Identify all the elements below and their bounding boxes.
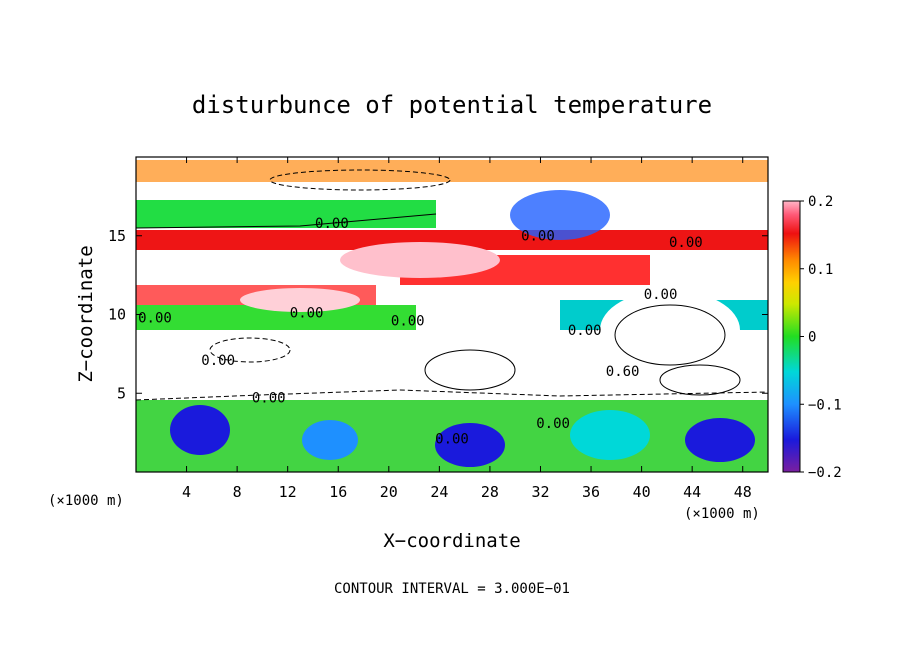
contour-label: 0.00 <box>201 353 235 369</box>
colorbar-tick-label: 0.2 <box>808 194 833 210</box>
y-tick-label: 15 <box>108 227 126 245</box>
x-tick-label: 40 <box>633 483 651 501</box>
colorbar-tick-label: −0.2 <box>808 465 842 481</box>
contour-label: 0.00 <box>536 416 570 432</box>
contour-label: 0.00 <box>252 391 286 407</box>
x-tick-label: 4 <box>182 483 191 501</box>
x-tick-label: 24 <box>430 483 448 501</box>
colorbar-ticks: 0.2 0.1 0 −0.1 −0.2 <box>800 194 842 481</box>
field-blob-5 <box>685 418 755 462</box>
x-tick-label: 20 <box>380 483 398 501</box>
contour-interval-label: CONTOUR INTERVAL = 3.000E−01 <box>334 581 570 597</box>
x-tick-label: 44 <box>683 483 701 501</box>
y-tick-label: 10 <box>108 306 126 324</box>
contour-label: 0.60 <box>606 364 640 380</box>
contour-6 <box>136 213 437 229</box>
contour-label: 0.00 <box>391 314 425 330</box>
contour-3 <box>209 337 291 363</box>
contour-4 <box>269 169 451 191</box>
field-blob-3 <box>435 423 505 467</box>
z-unit-label: (×1000 m) <box>48 493 124 509</box>
contour-label: 0.00 <box>521 228 555 244</box>
field-blob-1 <box>170 405 230 455</box>
contour-2 <box>614 304 726 366</box>
field-band-green-upper <box>136 200 436 228</box>
field-blob-6 <box>340 242 500 278</box>
field-blob-7 <box>240 288 360 312</box>
contour-label: 0.00 <box>669 235 703 251</box>
contour-labels: 0.00 0.00 0.00 0.00 0.00 0.00 0.00 0.00 0.00 0.00… <box>138 216 703 448</box>
chart-title: disturbunce of potential temperature <box>192 91 712 119</box>
field-band-red-upper <box>136 230 768 250</box>
x-tick-label: 16 <box>329 483 347 501</box>
contour-1 <box>424 349 516 391</box>
field-band-orange-top <box>136 160 768 182</box>
y-tick-label: 5 <box>117 384 126 402</box>
contour-label: 0.00 <box>290 306 324 322</box>
x-tick-label: 36 <box>582 483 600 501</box>
contour-label: 0.00 <box>568 323 602 339</box>
x-axis: 4 8 12 16 20 24 28 32 36 40 44 48 <box>182 157 752 501</box>
x-tick-label: 28 <box>481 483 499 501</box>
field-blob-2 <box>302 420 358 460</box>
contour-label: 0.00 <box>315 216 349 232</box>
x-tick-label: 32 <box>531 483 549 501</box>
plot-area: 0.00 0.00 0.00 0.00 0.00 0.00 0.00 0.00 0.00 0.00… <box>136 157 768 472</box>
x-tick-label: 12 <box>279 483 297 501</box>
x-axis-label: X−coordinate <box>383 530 520 552</box>
x-unit-label: (×1000 m) <box>684 506 760 522</box>
contour-label: 0.00 <box>435 432 469 448</box>
y-axis: 5 10 15 <box>108 227 768 402</box>
y-axis-label: Z−coordinate <box>75 245 97 382</box>
field-blob-10 <box>510 190 610 240</box>
colorbar <box>782 200 801 473</box>
x-tick-label: 48 <box>734 483 752 501</box>
field-blob-8 <box>600 290 740 370</box>
contour-5 <box>659 364 741 396</box>
contour-label: 0.00 <box>644 287 678 303</box>
x-tick-label: 8 <box>233 483 242 501</box>
contour-label: 0.00 <box>138 310 172 326</box>
field-blob-4 <box>570 410 650 460</box>
colorbar-tick-label: 0.1 <box>808 262 833 278</box>
contour-7 <box>136 389 768 401</box>
colorbar-tick-label: 0 <box>808 330 816 346</box>
colorbar-tick-label: −0.1 <box>808 397 842 413</box>
